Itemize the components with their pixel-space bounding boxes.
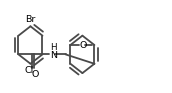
Text: O: O — [32, 70, 39, 79]
Text: Cl: Cl — [25, 66, 34, 75]
Text: N: N — [50, 51, 57, 60]
Text: O: O — [80, 41, 87, 49]
Text: H: H — [50, 43, 57, 52]
Text: Br: Br — [25, 15, 36, 24]
